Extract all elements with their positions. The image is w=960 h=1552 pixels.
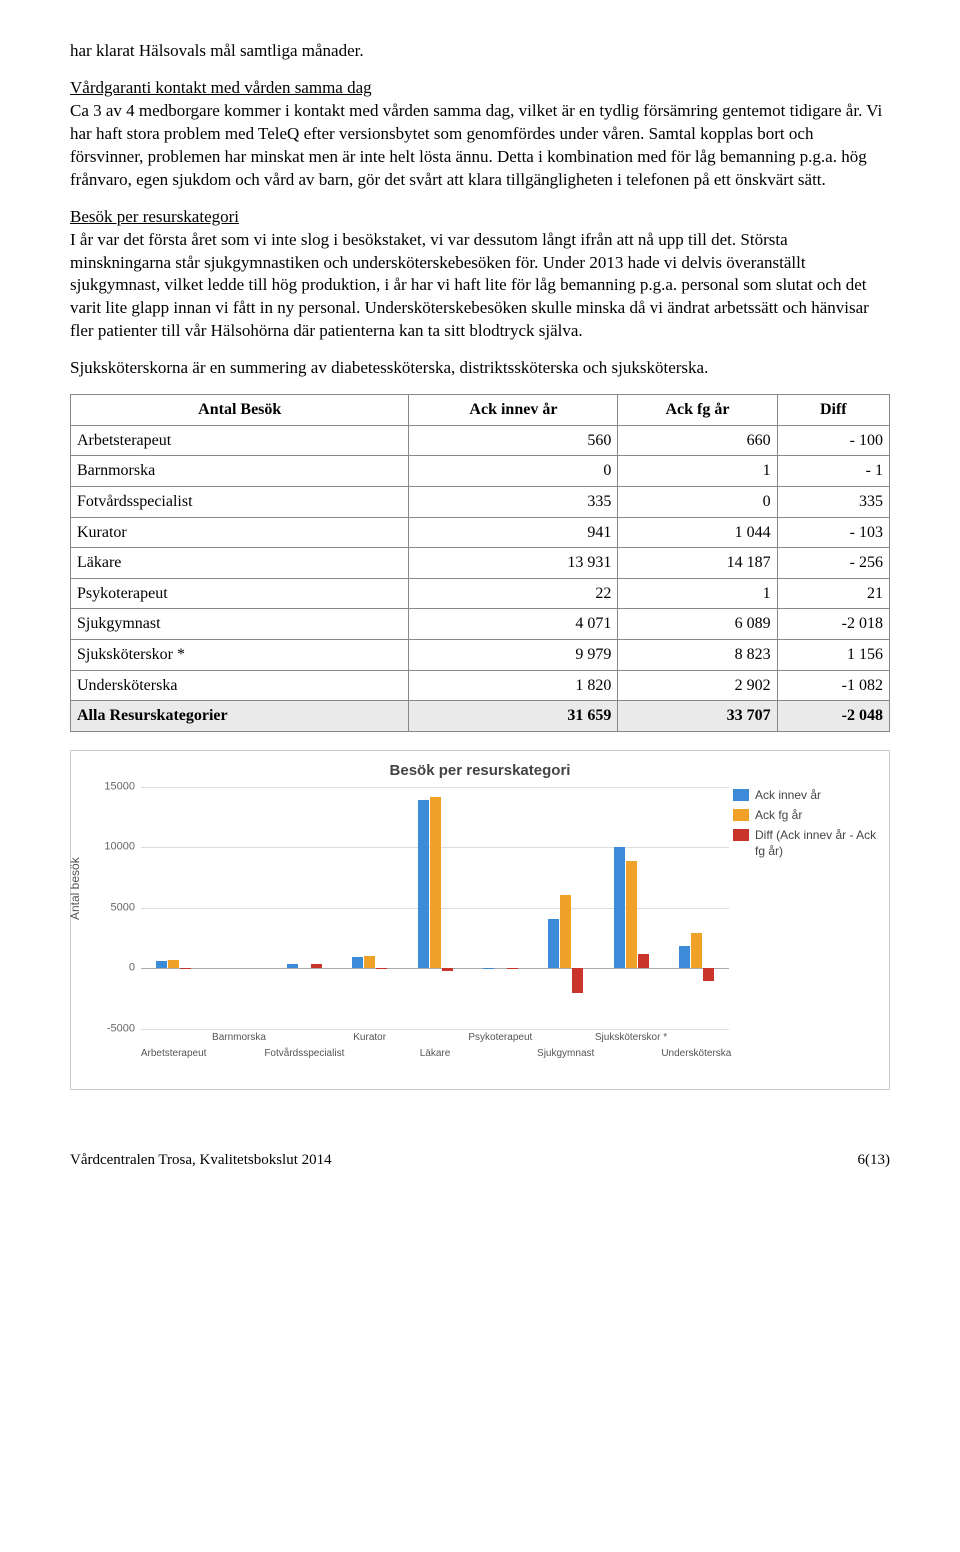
th-innev: Ack innev år: [409, 395, 618, 426]
chart-bar: [560, 895, 571, 969]
legend-swatch: [733, 809, 749, 821]
chart-bar: [287, 964, 298, 968]
paragraph-vardgaranti: Vårdgaranti kontakt med vården samma dag…: [70, 77, 890, 192]
chart-xlabel: Undersköterska: [661, 1047, 731, 1061]
heading-resurskategori: Besök per resurskategori: [70, 207, 239, 226]
footer-right: 6(13): [858, 1150, 891, 1170]
chart-xlabel: Kurator: [353, 1031, 386, 1045]
text-resurskategori: I år var det första året som vi inte slo…: [70, 230, 869, 341]
chart-bar: [376, 968, 387, 969]
table-row: Arbetsterapeut560660- 100: [71, 425, 890, 456]
table-row: Undersköterska1 8202 902-1 082: [71, 670, 890, 701]
chart-title: Besök per resurskategori: [81, 761, 879, 781]
chart-bar: [691, 933, 702, 968]
chart-bar: [364, 956, 375, 969]
chart-xlabel: Psykoterapeut: [468, 1031, 532, 1045]
chart-xlabel: Barnmorska: [212, 1031, 266, 1045]
chart-xlabels: Arbetsterapeut Barnmorska Fotvårdsspeciali…: [141, 1031, 729, 1079]
chart-bar: [352, 957, 363, 968]
legend-item: Ack fg år: [733, 807, 883, 823]
legend-item: Ack innev år: [733, 787, 883, 803]
paragraph-intro: har klarat Hälsovals mål samtliga månade…: [70, 40, 890, 63]
chart-bar: [168, 960, 179, 968]
chart-xlabel: Sjuksköterskor *: [595, 1031, 667, 1045]
table-row: Sjukgymnast4 0716 089-2 018: [71, 609, 890, 640]
chart-bar: [703, 968, 714, 981]
text-vardgaranti: Ca 3 av 4 medborgare kommer i kontakt me…: [70, 101, 882, 189]
footer-left: Vårdcentralen Trosa, Kvalitetsbokslut 20…: [70, 1150, 332, 1170]
table-row-total: Alla Resurskategorier31 65933 707-2 048: [71, 701, 890, 732]
chart-bar: [614, 847, 625, 968]
chart-bar: [638, 954, 649, 968]
table-row: Fotvårdsspecialist3350335: [71, 486, 890, 517]
legend-swatch: [733, 789, 749, 801]
table-row: Barnmorska01- 1: [71, 456, 890, 487]
table-row: Läkare13 93114 187- 256: [71, 548, 890, 579]
legend-label: Diff (Ack innev år - Ack fg år): [755, 827, 883, 859]
legend-swatch: [733, 829, 749, 841]
chart-bar: [572, 968, 583, 992]
chart-xlabel: Läkare: [420, 1047, 451, 1061]
chart-container: Besök per resurskategori Antal besök -50…: [70, 750, 890, 1090]
th-diff: Diff: [777, 395, 889, 426]
th-label: Antal Besök: [71, 395, 409, 426]
heading-vardgaranti: Vårdgaranti kontakt med vården samma dag: [70, 78, 372, 97]
legend-label: Ack innev år: [755, 787, 821, 803]
table-row: Psykoterapeut22121: [71, 578, 890, 609]
legend-item: Diff (Ack innev år - Ack fg år): [733, 827, 883, 859]
chart-bar: [442, 968, 453, 971]
page-footer: Vårdcentralen Trosa, Kvalitetsbokslut 20…: [70, 1150, 890, 1170]
chart-bar: [180, 968, 191, 969]
chart-xlabel: Fotvårdsspecialist: [264, 1047, 344, 1061]
chart-bar: [311, 964, 322, 968]
chart-legend: Ack innev år Ack fg år Diff (Ack innev år …: [733, 787, 883, 864]
visits-table: Antal Besök Ack innev år Ack fg år Diff …: [70, 394, 890, 732]
chart-bar: [548, 919, 559, 968]
legend-label: Ack fg år: [755, 807, 802, 823]
chart-xlabel: Arbetsterapeut: [141, 1047, 207, 1061]
chart-plot-area: -5000050001000015000: [141, 787, 729, 1029]
chart-bar: [679, 946, 690, 968]
chart-xlabel: Sjukgymnast: [537, 1047, 594, 1061]
chart-bar: [626, 861, 637, 968]
th-fg: Ack fg år: [618, 395, 777, 426]
table-row: Sjuksköterskor *9 9798 8231 156: [71, 639, 890, 670]
table-row: Kurator9411 044- 103: [71, 517, 890, 548]
chart-bar: [418, 800, 429, 969]
paragraph-sjukskoterskor: Sjuksköterskorna är en summering av diab…: [70, 357, 890, 380]
chart-bar: [156, 961, 167, 968]
chart-ylabel: Antal besök: [67, 857, 83, 920]
chart-bar: [430, 797, 441, 969]
paragraph-resurskategori: Besök per resurskategori I år var det fö…: [70, 206, 890, 344]
